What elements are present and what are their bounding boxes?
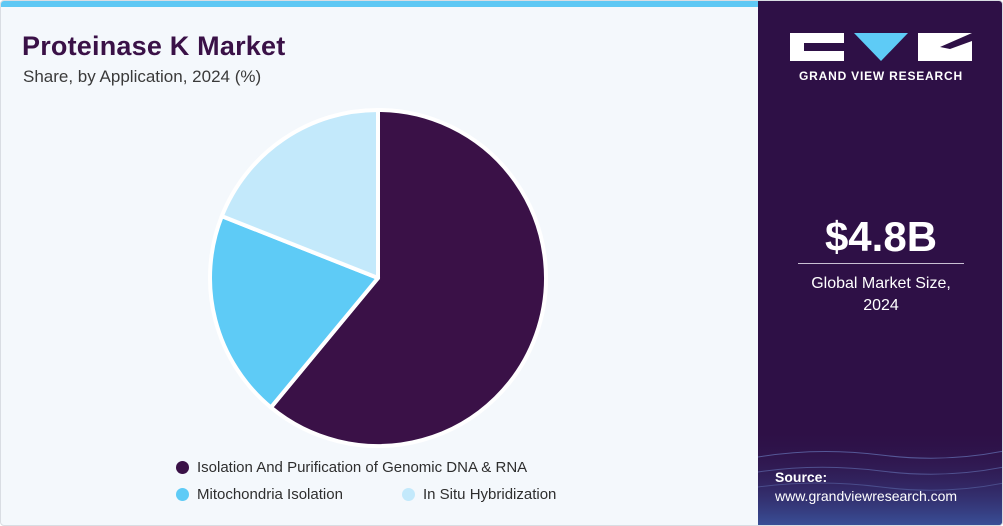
market-size-label: Global Market Size, 2024 [758,273,1002,317]
legend-item-genomic: Isolation And Purification of Genomic DN… [176,459,527,476]
legend-label-genomic: Isolation And Purification of Genomic DN… [197,459,528,476]
brand-name: GRAND VIEW RESEARCH [799,69,963,83]
legend-label-in-situ: In Situ Hybridization [423,486,557,503]
wave-decoration [758,427,1002,525]
market-size-label-line1: Global Market Size, [811,275,951,292]
source-label: Source: [775,469,828,485]
market-size-label-line2: 2024 [863,297,899,314]
pie-chart [208,108,548,448]
legend-label-mitochondria: Mitochondria Isolation [197,486,343,503]
legend-swatch-in-situ [402,488,415,501]
divider [798,263,964,264]
accent-bar [1,1,758,7]
legend-swatch-genomic [176,461,189,474]
chart-subtitle: Share, by Application, 2024 (%) [23,67,262,86]
legend-item-mitochondria: Mitochondria Isolation [176,486,343,503]
legend-item-in-situ: In Situ Hybridization [402,486,556,503]
market-size-value: $4.8B [824,213,938,260]
brand-logo-icon [790,33,972,61]
pie-slice-in-situ [219,108,380,280]
source-link[interactable]: www.grandviewresearch.com [775,488,958,504]
pie-slice-genomic [268,108,548,448]
summary-panel: GRAND VIEW RESEARCH $4.8B Global Market … [758,1,1002,525]
pie-slice-mitochondria [208,214,380,410]
legend-swatch-mitochondria [176,488,189,501]
chart-title: Proteinase K Market [22,31,286,61]
